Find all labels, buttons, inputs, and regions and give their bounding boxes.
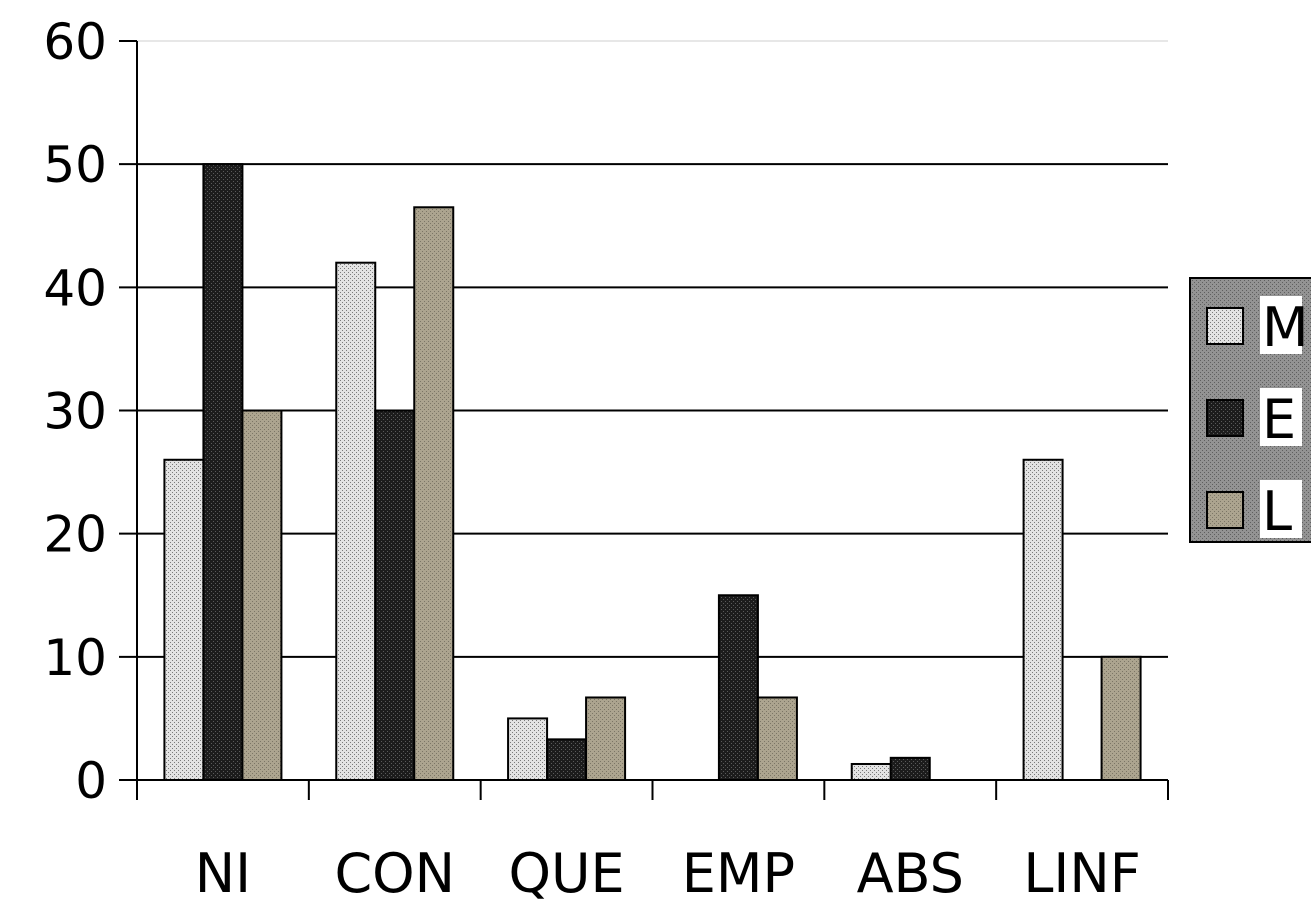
bar-L-CON: [413, 206, 455, 781]
y-tick-label-20: 20: [43, 506, 107, 564]
bar-L-QUE: [585, 696, 627, 781]
legend-label-bg-L: [1260, 480, 1302, 538]
bar-E-QUE: [546, 738, 588, 781]
bar-L-NI: [241, 409, 283, 781]
bar-M-LINF: [1022, 458, 1064, 781]
axes: [119, 40, 1169, 800]
legend-swatch-E: [1206, 399, 1244, 437]
legend-swatch-L: [1206, 491, 1244, 529]
bar-M-NI: [163, 458, 205, 781]
legend-label-E: E: [1262, 388, 1296, 451]
bar-M-CON: [335, 261, 377, 781]
y-tick-label-30: 30: [43, 383, 107, 441]
axis-labels: 0 10 20 30 40 50 60 NI CON QUE EMP ABS LINF: [43, 13, 1140, 905]
bar-E-NI: [202, 163, 244, 781]
x-tick-label-NI: NI: [195, 842, 251, 905]
legend: MEL: [1189, 277, 1311, 543]
bar-L-LINF: [1100, 655, 1142, 781]
bar-M-QUE: [507, 717, 549, 782]
legend-label-L: L: [1262, 480, 1292, 543]
x-tick-label-LINF: LINF: [1023, 842, 1140, 905]
bars: [163, 163, 1142, 782]
x-tick-label-EMP: EMP: [682, 842, 795, 905]
x-tick-label-QUE: QUE: [509, 842, 625, 905]
legend-label-M: M: [1262, 296, 1309, 359]
y-tick-label-40: 40: [43, 259, 107, 317]
bar-E-CON: [374, 409, 416, 781]
bar-L-EMP: [756, 696, 798, 781]
y-tick-label-10: 10: [43, 629, 107, 687]
x-tick-label-ABS: ABS: [857, 842, 964, 905]
x-tick-label-CON: CON: [334, 842, 455, 905]
y-tick-label-0: 0: [75, 752, 107, 810]
bar-E-ABS: [889, 756, 931, 782]
bar-M-ABS: [850, 762, 892, 782]
gridlines: [137, 40, 1168, 658]
y-tick-label-60: 60: [43, 13, 107, 71]
legend-swatch-M: [1206, 307, 1244, 345]
y-tick-label-50: 50: [43, 136, 107, 194]
legend-label-bg-E: [1260, 388, 1302, 446]
legend-label-bg-M: [1260, 296, 1302, 354]
bar-E-EMP: [717, 594, 759, 781]
